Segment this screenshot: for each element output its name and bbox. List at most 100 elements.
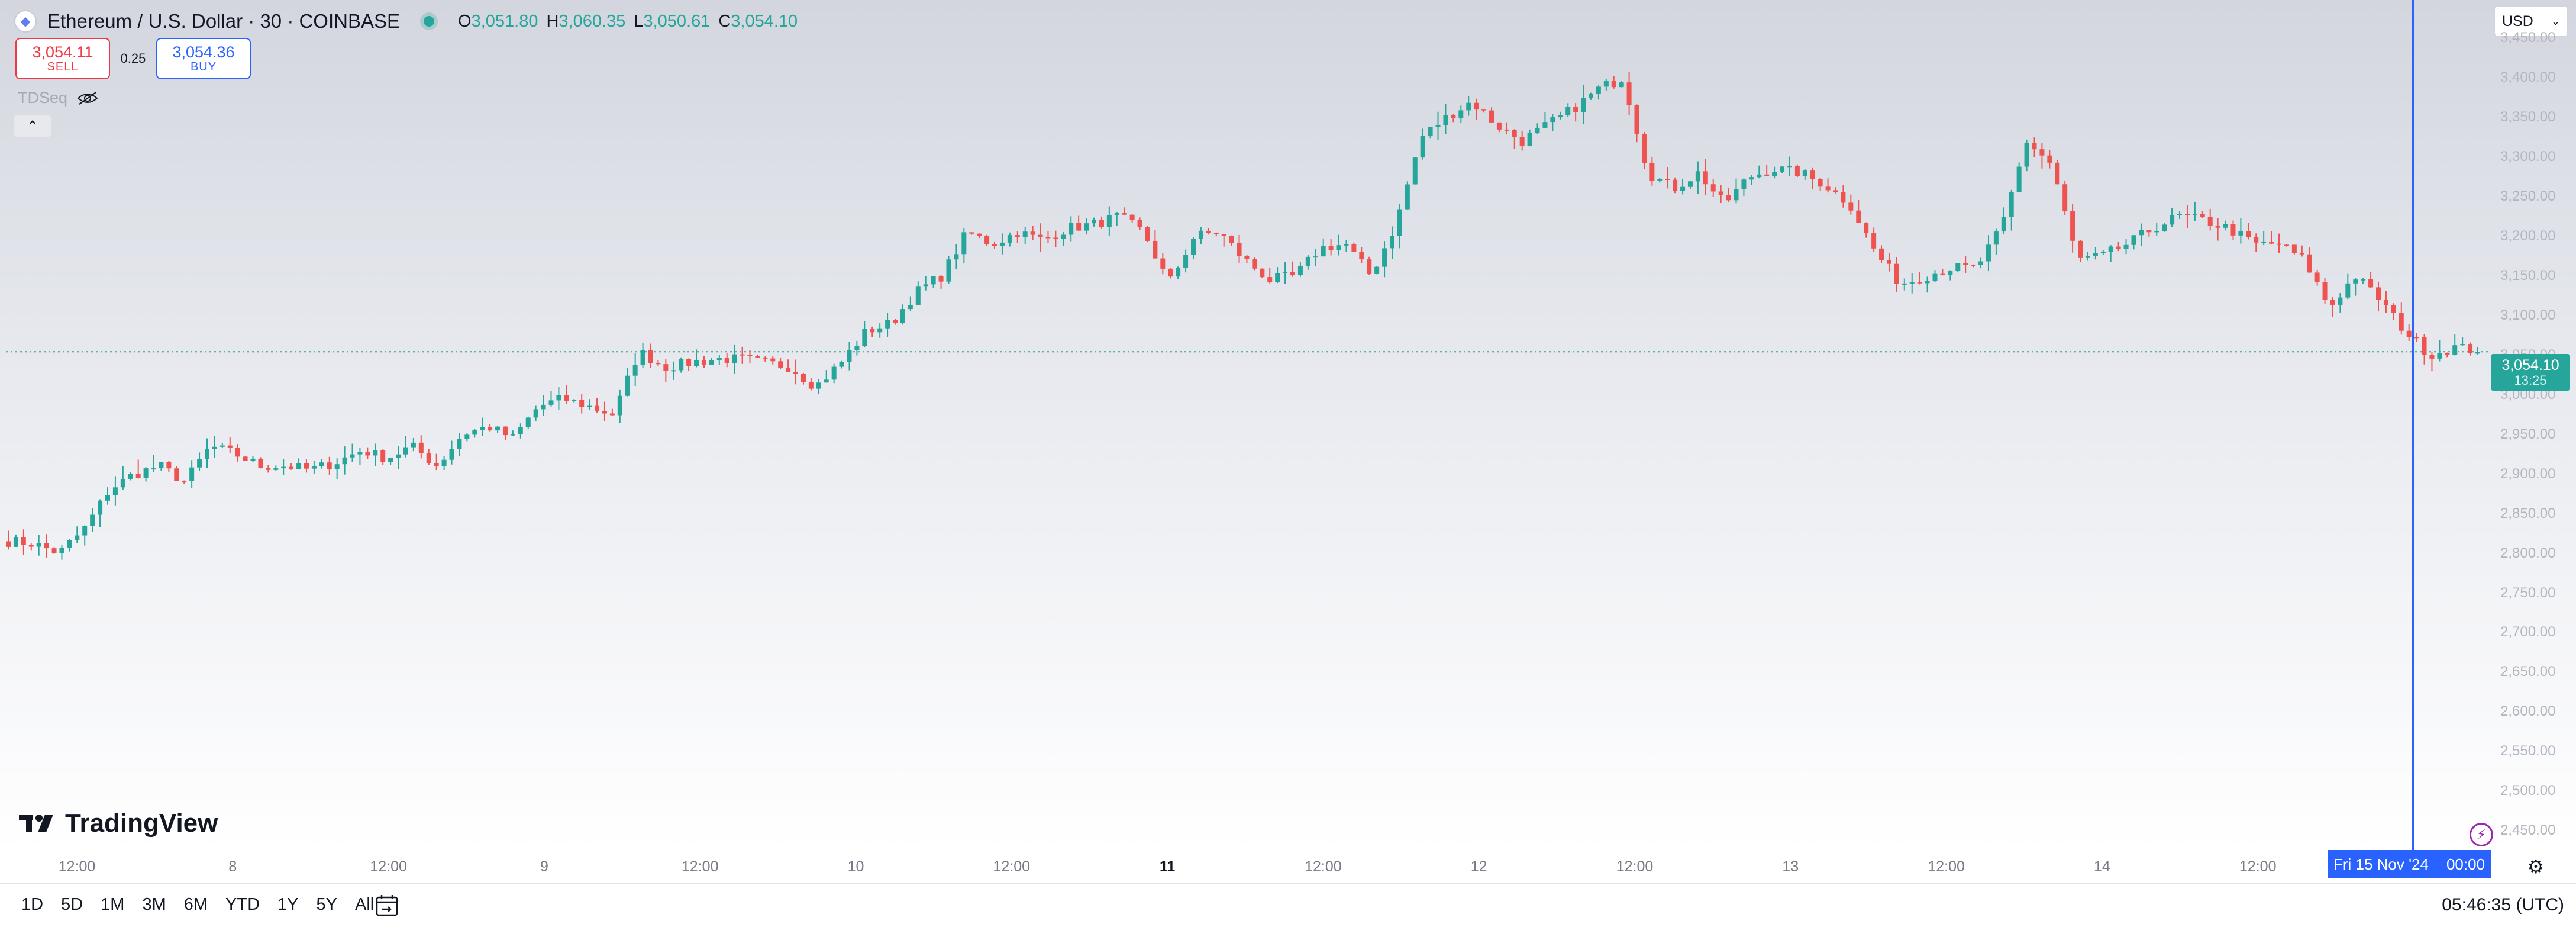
candle-body <box>1367 259 1372 274</box>
candle-body <box>1955 263 1961 271</box>
candle-body <box>1137 220 1142 227</box>
price-tick-label: 3,350.00 <box>2500 109 2556 125</box>
candle <box>250 456 256 462</box>
candle <box>1993 228 1999 255</box>
indicator-name[interactable]: TDSeq <box>18 89 68 107</box>
candle-body <box>518 427 523 434</box>
buy-button[interactable]: 3,054.36 BUY <box>156 38 251 79</box>
candle-body <box>1496 122 1502 130</box>
candle <box>1297 262 1303 277</box>
candle <box>1275 267 1280 284</box>
candle-body <box>915 286 921 305</box>
candle <box>824 370 829 383</box>
candle <box>1978 258 1984 269</box>
chart-pane[interactable] <box>0 0 2576 852</box>
lightning-icon[interactable]: ⚡ <box>2470 823 2493 846</box>
candle <box>595 398 600 413</box>
candle <box>1588 92 1593 100</box>
candle <box>541 395 546 416</box>
collapse-legend-button[interactable]: ⌃ <box>14 115 51 137</box>
candle <box>1642 131 1647 170</box>
candle <box>1221 234 1226 247</box>
candle-body <box>2032 143 2037 150</box>
visibility-eye-icon[interactable] <box>77 91 98 105</box>
candle-body <box>189 467 195 481</box>
price-tick-label: 2,750.00 <box>2500 584 2556 601</box>
symbol-title[interactable]: Ethereum / U.S. Dollar · 30 · COINBASE <box>47 10 401 32</box>
range-all-button[interactable]: All <box>355 895 375 914</box>
candle <box>800 372 806 385</box>
range-6m-button[interactable]: 6M <box>183 895 208 914</box>
candle <box>1986 235 1991 272</box>
candle-body <box>1198 230 1203 239</box>
range-1m-button[interactable]: 1M <box>101 895 125 914</box>
candle <box>640 343 645 368</box>
candle <box>1741 178 1747 196</box>
candle <box>1397 204 1402 249</box>
sell-button[interactable]: 3,054.11 SELL <box>15 38 110 79</box>
date-range-icon[interactable] <box>375 894 401 918</box>
candle <box>319 459 324 469</box>
candle <box>1198 227 1203 244</box>
settings-gear-icon[interactable]: ⚙ <box>2527 856 2545 877</box>
candle <box>1137 217 1142 230</box>
candle <box>1757 165 1762 179</box>
candle <box>686 358 692 371</box>
currency-select[interactable]: USD ⌄ <box>2494 6 2568 37</box>
candle-body <box>174 468 179 481</box>
candle-body <box>1267 277 1273 282</box>
candle-body <box>992 244 998 246</box>
candle-body <box>984 236 990 244</box>
candle <box>900 304 905 325</box>
candle-body <box>640 350 645 365</box>
candlestick-series[interactable] <box>0 0 2576 852</box>
candle-body <box>2116 246 2121 249</box>
candle <box>877 323 883 338</box>
candle-body <box>1886 260 1891 264</box>
time-tick-label: 9 <box>540 858 548 875</box>
price-axis[interactable]: 3,450.00 3,400.00 3,350.00 3,300.00 3,250.00… <box>2500 0 2576 852</box>
candle-body <box>67 540 72 548</box>
candle <box>2361 277 2366 284</box>
candle <box>1359 247 1364 263</box>
candle-body <box>2399 313 2404 331</box>
candle-body <box>2254 237 2259 243</box>
tradingview-logo[interactable]: TradingView <box>19 809 218 838</box>
candle-body <box>1275 273 1280 282</box>
candle-body <box>786 368 791 372</box>
candle <box>2345 273 2351 300</box>
candle <box>1305 255 1310 270</box>
candle-body <box>1657 179 1663 181</box>
candle-body <box>1007 235 1012 243</box>
candle-body <box>1489 110 1494 123</box>
range-ytd-button[interactable]: YTD <box>225 895 260 914</box>
range-1d-button[interactable]: 1D <box>21 895 44 914</box>
range-3m-button[interactable]: 3M <box>142 895 166 914</box>
price-tick-label: 2,950.00 <box>2500 426 2556 442</box>
candle-body <box>679 359 684 371</box>
candle-body <box>1336 245 1341 251</box>
candle <box>1734 178 1739 204</box>
range-5d-button[interactable]: 5D <box>61 895 83 914</box>
candle-body <box>800 374 806 382</box>
candle <box>128 472 133 481</box>
range-1y-button[interactable]: 1Y <box>277 895 299 914</box>
candle <box>159 462 164 471</box>
candle <box>1565 103 1571 118</box>
candle <box>1818 177 1823 191</box>
candle <box>854 340 860 356</box>
candle-body <box>763 357 768 359</box>
candle <box>304 459 309 473</box>
candle <box>21 529 26 555</box>
candle <box>548 391 554 407</box>
candle <box>2192 201 2197 221</box>
time-axis[interactable]: 12:00 8 12:00 9 12:00 10 12:00 11 12:00 12 12:00 13… <box>0 852 2576 881</box>
candle <box>1902 278 1907 291</box>
candle-body <box>870 329 875 333</box>
ethereum-logo-icon[interactable]: ◆ <box>14 10 37 33</box>
candle <box>2391 303 2396 320</box>
candle <box>847 342 852 371</box>
candle-body <box>418 442 424 453</box>
range-5y-button[interactable]: 5Y <box>316 895 338 914</box>
utc-clock[interactable]: 05:46:35 (UTC) <box>2442 895 2564 915</box>
